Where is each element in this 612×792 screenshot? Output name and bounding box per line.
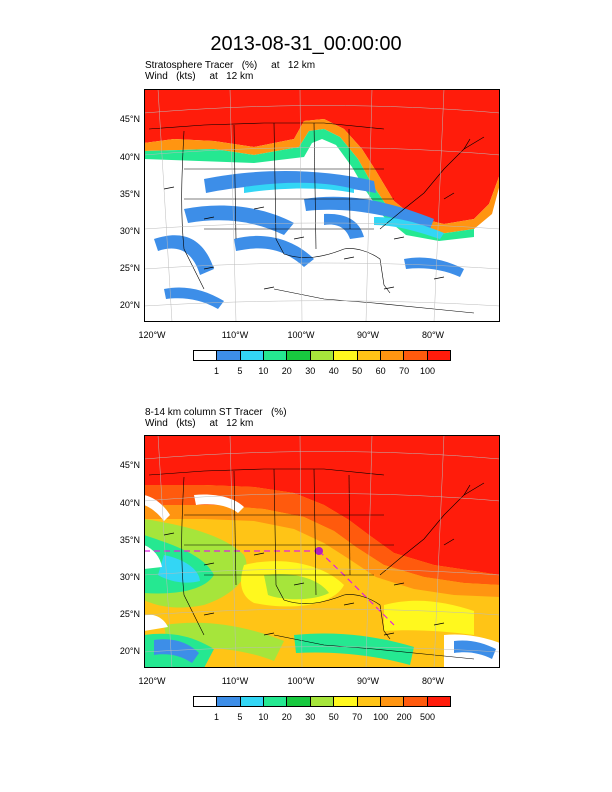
column-st-tracer-map [144,435,500,668]
panel1-lat-label: 35°N [119,189,140,199]
panel2-subtitle-line2: Wind (kts) at 12 km [145,418,254,429]
panel2-lat-label: 20°N [119,646,140,656]
panel1-lon-label: 120°W [138,330,166,340]
colorbar-label: 10 [258,366,269,376]
colorbar-swatch [194,697,218,706]
colorbar-swatch [217,351,241,360]
panel1-subtitle-line1: Stratosphere Tracer (%) at 12 km [145,60,316,71]
colorbar-swatch [380,351,405,360]
colorbar-swatch [357,697,381,706]
colorbar-swatch [380,697,405,706]
colorbar-label: 70 [352,712,363,722]
panel1-subtitle-line2: Wind (kts) at 12 km [145,71,254,82]
colorbar-swatch [334,351,358,360]
colorbar-swatch [334,697,358,706]
colorbar-label: 5 [237,366,243,376]
colorbar-label: 1 [213,712,219,722]
panel1-lat-label: 45°N [119,114,140,124]
colorbar-label: 30 [305,712,316,722]
colorbar-label: 200 [396,712,412,722]
page-title: 2013-08-31_00:00:00 [210,33,402,55]
colorbar-swatch [287,697,311,706]
panel2-lat-label: 35°N [119,535,140,545]
stratosphere-tracer-map-svg [144,89,500,322]
stratosphere-tracer-map [144,89,500,322]
colorbar-label: 50 [352,366,363,376]
colorbar-label: 500 [420,712,436,722]
panel1-lat-label: 40°N [119,152,140,162]
panel2-lat-label: 40°N [119,498,140,508]
column-st-tracer-map-svg [144,435,500,668]
panel2-lon-label: 110°W [221,676,249,686]
colorbar-swatch [310,351,335,360]
panel2-lon-label: 90°W [356,676,380,686]
panel2-lat-label: 30°N [119,572,140,582]
colorbar-swatch [357,351,381,360]
colorbar-swatch [194,351,218,360]
colorbar-swatch [427,351,450,360]
colorbar-swatch [240,351,265,360]
colorbar-label: 10 [258,712,269,722]
colorbar-swatch [427,697,450,706]
panel1-lon-label: 90°W [356,330,380,340]
panel2-lat-label: 25°N [119,609,140,619]
panel1-lat-label: 25°N [119,263,140,273]
panel2-colorbar [193,696,451,707]
colorbar-swatch [287,351,311,360]
colorbar-swatch [310,697,335,706]
colorbar-label: 1 [213,366,219,376]
panel1-lat-label: 30°N [119,226,140,236]
colorbar-label: 5 [237,712,243,722]
colorbar-label: 30 [305,366,316,376]
panel1-lon-label: 100°W [287,330,315,340]
colorbar-label: 100 [373,712,389,722]
colorbar-swatch [240,697,265,706]
colorbar-label: 50 [328,712,339,722]
panel2-subtitle-line1: 8-14 km column ST Tracer (%) [145,407,287,418]
panel1-lon-label: 110°W [221,330,249,340]
colorbar-swatch [264,697,288,706]
panel2-lon-label: 120°W [138,676,166,686]
colorbar-swatch [264,351,288,360]
panel2-lat-label: 45°N [119,460,140,470]
panel1-colorbar [193,350,451,361]
colorbar-label: 20 [281,366,292,376]
colorbar-label: 20 [281,712,292,722]
colorbar-swatch [217,697,241,706]
colorbar-swatch [404,697,428,706]
panel1-lat-label: 20°N [119,300,140,310]
colorbar-swatch [404,351,428,360]
colorbar-label: 40 [328,366,339,376]
colorbar-label: 60 [375,366,386,376]
panel1-lon-label: 80°W [421,330,445,340]
colorbar-label: 70 [399,366,410,376]
panel2-lon-label: 100°W [287,676,315,686]
panel2-lon-label: 80°W [421,676,445,686]
colorbar-label: 100 [420,366,436,376]
